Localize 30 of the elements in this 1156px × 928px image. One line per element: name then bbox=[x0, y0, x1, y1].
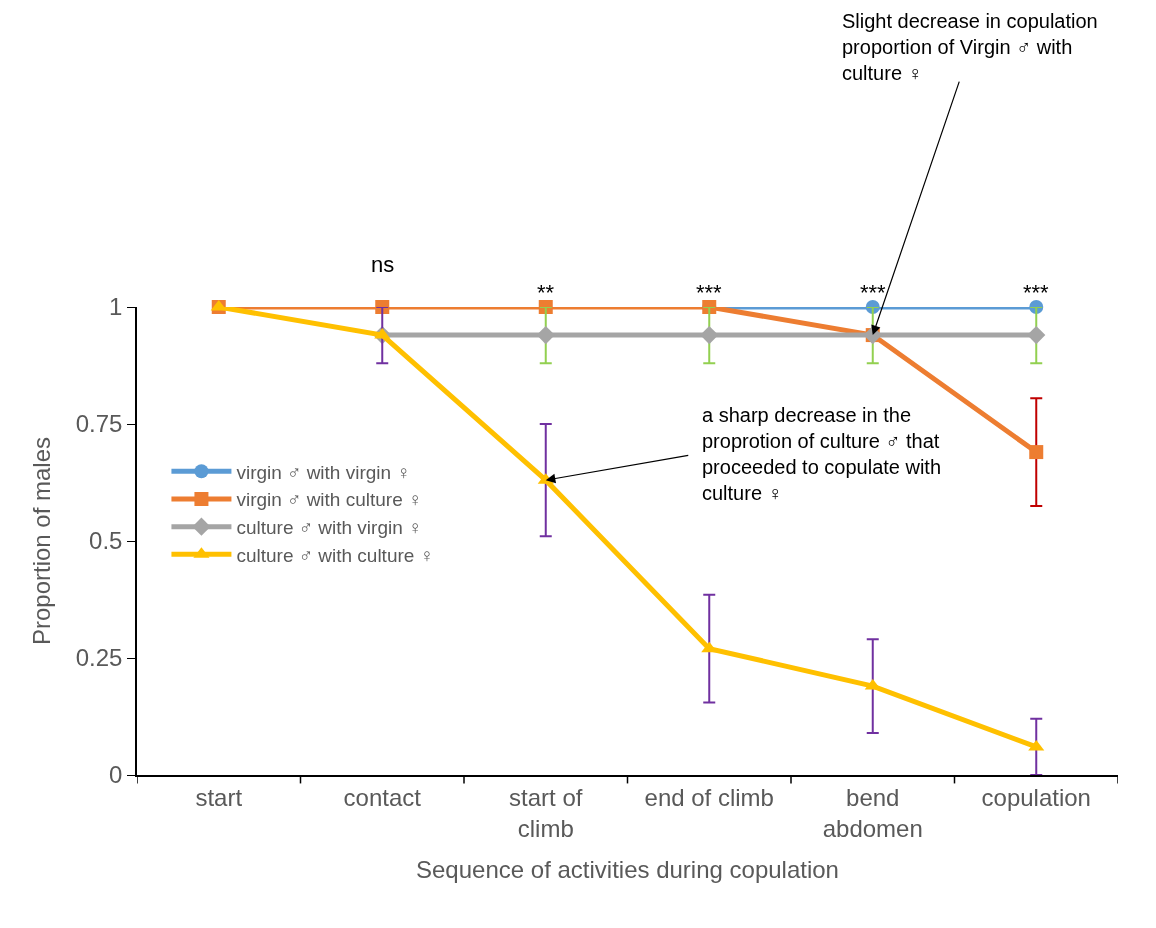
x-tick-label: end of climb bbox=[644, 783, 774, 811]
point bbox=[536, 325, 555, 345]
x-axis-title: Sequence of activities during copulation bbox=[416, 855, 839, 883]
point bbox=[700, 325, 719, 345]
point bbox=[1029, 445, 1044, 460]
y-tick-label: 0.5 bbox=[89, 527, 123, 555]
x-tick-label: contact bbox=[343, 783, 422, 811]
point bbox=[1028, 739, 1045, 751]
text: ns bbox=[371, 252, 395, 277]
y-tick-label: 0.25 bbox=[75, 644, 123, 672]
legend-label: culture ♂ with culture ♀ bbox=[236, 544, 434, 566]
annotation: a sharp decrease in the proprotion of culture ♂ that proceeded to copulate with culture ♀ bbox=[702, 404, 942, 504]
text: *** bbox=[1023, 280, 1050, 305]
point bbox=[1027, 325, 1046, 345]
x-tick-label: copulation bbox=[981, 783, 1091, 811]
annotation: Slight decrease in copulation proportion of Virgin ♂ with culture ♀ bbox=[842, 10, 1098, 84]
text: *** bbox=[696, 280, 723, 305]
x-tick-label: start of climb bbox=[509, 783, 583, 842]
legend-label: virgin ♂ with culture ♀ bbox=[236, 489, 423, 511]
text: *** bbox=[860, 280, 887, 305]
x-tick-label: bend abdomen bbox=[822, 783, 923, 842]
legend-label: virgin ♂ with virgin ♀ bbox=[236, 461, 411, 483]
legend-label: culture ♂ with virgin ♀ bbox=[236, 517, 423, 539]
y-tick-label: 0.75 bbox=[75, 410, 123, 438]
text: ** bbox=[537, 280, 555, 305]
x-tick-label: start bbox=[195, 783, 243, 811]
y-tick-label: 0 bbox=[109, 761, 123, 789]
point bbox=[701, 641, 718, 653]
y-axis-title: Proportion of males bbox=[28, 436, 56, 646]
y-tick-label: 1 bbox=[109, 293, 123, 321]
